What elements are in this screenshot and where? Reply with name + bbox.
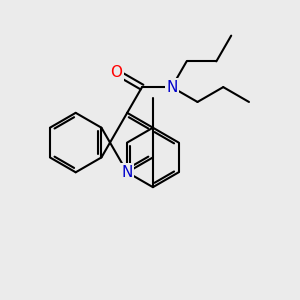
Text: N: N (166, 80, 177, 94)
Text: O: O (110, 65, 122, 80)
Text: N: N (122, 165, 133, 180)
